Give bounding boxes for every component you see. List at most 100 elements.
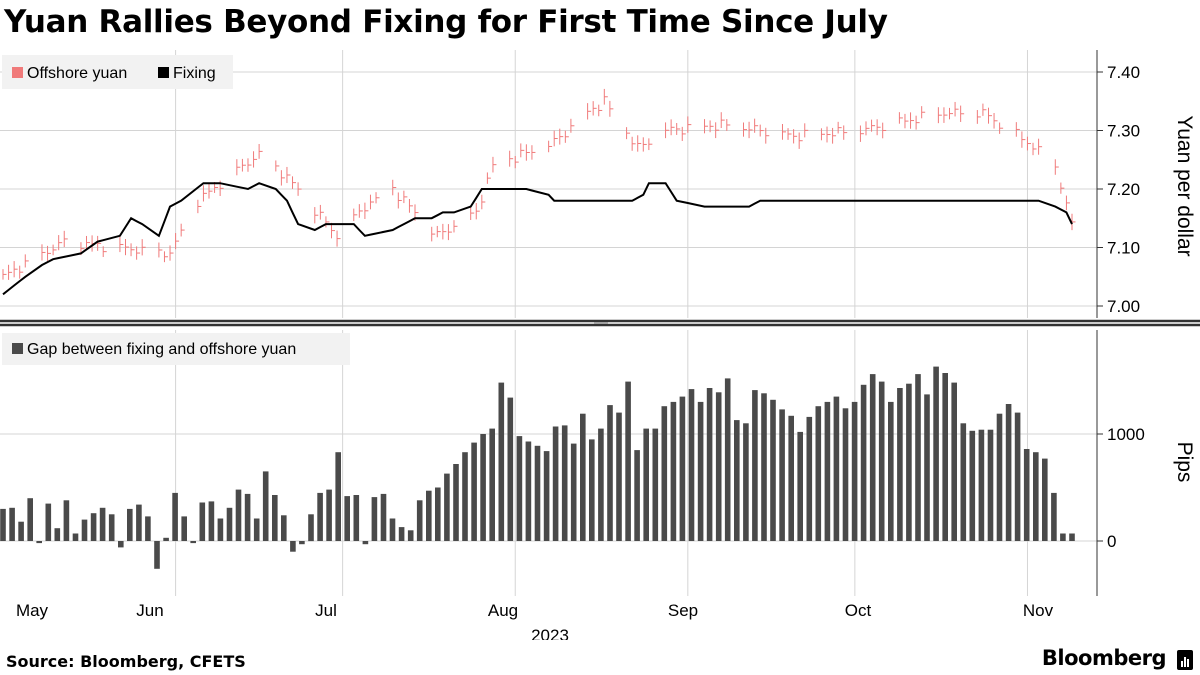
gap-bar [90, 513, 97, 541]
offshore-daily-bar [587, 103, 592, 120]
gap-bar [951, 382, 957, 541]
gap-bar [806, 416, 813, 541]
gap-bar [734, 420, 740, 541]
panel-divider [0, 319, 1200, 327]
offshore-daily-bar [993, 113, 998, 129]
gap-bar [724, 378, 731, 541]
top-legend: Offshore yuan Fixing [2, 55, 233, 89]
gap-bar [444, 473, 450, 541]
offshore-daily-bar [609, 100, 614, 117]
offshore-daily-bar [520, 143, 525, 158]
gap-bar [72, 533, 79, 541]
gap-bar [1042, 458, 1048, 541]
offshore-daily-bar [169, 245, 174, 261]
x-tick-label: Jun [136, 601, 163, 620]
offshore-daily-bar [1071, 213, 1076, 231]
gap-bar [1060, 533, 1066, 541]
offshore-daily-bar [681, 126, 686, 141]
offshore-daily-bar [709, 120, 714, 133]
gap-bar [244, 493, 251, 541]
offshore-daily-bar [453, 220, 458, 233]
offshore-daily-bar [1065, 195, 1070, 211]
gap-bar [888, 401, 894, 541]
gap-bar [226, 507, 233, 541]
offshore-daily-bar [748, 121, 753, 139]
offshore-daily-bar [13, 261, 18, 278]
gap-bar [262, 471, 269, 541]
gap-bar [924, 394, 930, 541]
gap-bar [960, 423, 967, 541]
offshore-daily-bar [314, 207, 319, 224]
offshore-daily-bar [787, 128, 792, 140]
offshore-daily-bar [253, 151, 258, 168]
offshore-daily-bar [375, 192, 380, 204]
gap-bar [580, 413, 586, 541]
gap-bar [607, 405, 613, 541]
gap-bar [272, 495, 278, 541]
offshore-daily-bar [564, 130, 569, 143]
gap-bar [534, 445, 541, 541]
legend-swatch-fixing [158, 67, 169, 78]
offshore-daily-bar [514, 156, 519, 169]
offshore-daily-bar [47, 245, 52, 261]
offshore-daily-bar [1032, 142, 1037, 156]
offshore-daily-bar [41, 244, 46, 261]
gap-bar [208, 501, 215, 541]
offshore-daily-bar [63, 230, 68, 248]
offshore-daily-bar [236, 159, 241, 176]
gap-bar [634, 450, 640, 541]
offshore-daily-bar [492, 156, 497, 173]
gap-bar [99, 507, 106, 541]
offshore-daily-bar [637, 135, 642, 152]
bottom-legend: Gap between fixing and offshore yuan [2, 333, 350, 365]
offshore-daily-bar [486, 172, 491, 184]
gap-bar [598, 428, 604, 541]
offshore-daily-bar [548, 140, 553, 153]
gap-bar [643, 428, 649, 541]
offshore-daily-bar [804, 123, 809, 138]
offshore-daily-bar [704, 119, 709, 134]
legend-label-gap: Gap between fixing and offshore yuan [27, 341, 296, 358]
offshore-daily-bar [525, 144, 530, 161]
x-tick-label: Sep [668, 601, 698, 620]
gap-bar [570, 443, 577, 541]
y-tick-label-bottom: 1000 [1107, 425, 1145, 444]
gap-bar [697, 401, 704, 541]
gap-bar [163, 537, 169, 541]
offshore-daily-bar [904, 113, 909, 129]
offshore-daily-bar [960, 105, 965, 122]
offshore-daily-bar [292, 176, 297, 189]
offshore-daily-bar [325, 216, 330, 228]
gap-bar-series [0, 366, 1075, 569]
offshore-daily-bar [793, 129, 798, 144]
offshore-yuan-series [2, 88, 1076, 280]
gap-bar [915, 374, 921, 541]
offshore-daily-bar [1038, 138, 1043, 155]
offshore-daily-bar [319, 204, 324, 220]
offshore-daily-bar [470, 206, 475, 220]
gap-bar [507, 397, 514, 541]
gap-bar [398, 527, 405, 541]
gap-bar [127, 508, 133, 541]
offshore-daily-bar [52, 244, 57, 256]
x-tick-label: Aug [488, 601, 518, 620]
offshore-daily-bar [241, 158, 246, 172]
offshore-daily-bar [102, 246, 107, 258]
gap-bar [380, 493, 387, 541]
gap-bar [290, 541, 296, 552]
offshore-daily-bar [626, 127, 631, 140]
gap-bar [1023, 449, 1030, 541]
gap-bar [172, 492, 178, 541]
offshore-daily-bar [2, 269, 7, 280]
offshore-daily-bar [832, 127, 837, 144]
y-tick-label-bottom: 0 [1107, 532, 1116, 551]
gap-bar [625, 381, 631, 541]
gap-bar [190, 541, 196, 544]
offshore-daily-bar [949, 107, 954, 120]
gap-bar [906, 383, 912, 541]
offshore-daily-bar [553, 130, 558, 147]
offshore-daily-bar [141, 239, 146, 256]
offshore-daily-bar [163, 251, 168, 263]
offshore-daily-bar [670, 119, 675, 136]
legend-swatch-offshore [12, 67, 23, 78]
